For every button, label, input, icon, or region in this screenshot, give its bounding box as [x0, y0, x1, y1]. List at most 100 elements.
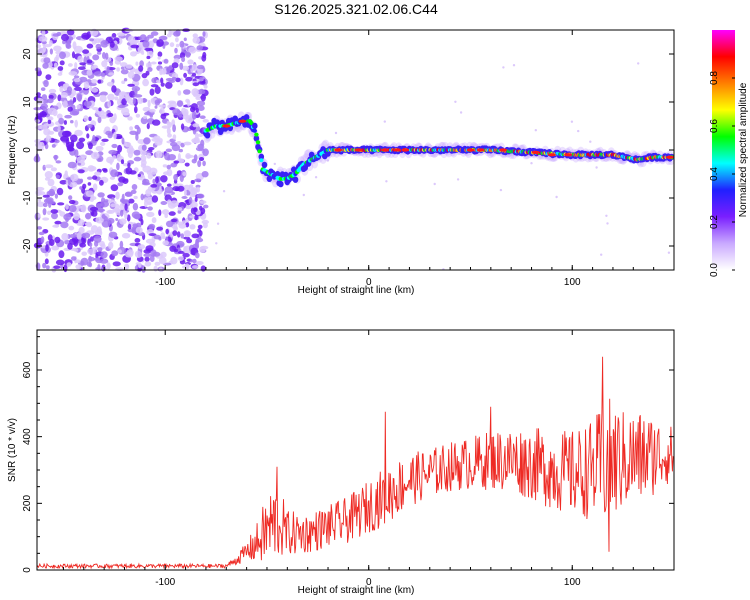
heatmap-speck — [512, 63, 516, 67]
heatmap-noise-cell — [138, 262, 142, 269]
heatmap-noise-cell — [160, 232, 165, 239]
snr-panel: -100 0 100 0 200 400 600 Height of straight li… — [7, 329, 675, 596]
ridge-peak-cell — [401, 148, 410, 152]
heatmap-noise-cell — [145, 189, 152, 197]
heatmap-noise-cell — [194, 241, 199, 248]
heatmap-noise-cell — [47, 119, 52, 124]
heatmap-noise-cell — [69, 110, 79, 116]
heatmap-noise-cell — [183, 188, 187, 197]
heatmap-noise-cell — [197, 143, 204, 150]
heatmap-noise-cell — [144, 261, 152, 267]
heatmap-noise-cell — [38, 231, 45, 236]
heatmap-noise-cell — [200, 265, 206, 272]
heatmap-noise-cell — [87, 142, 93, 150]
heatmap-noise-cell — [150, 184, 158, 188]
heatmap-xtick-label: 100 — [564, 277, 581, 288]
figure-title: S126.2025.321.02.06.C44 — [274, 1, 438, 17]
snr-xlabel: Height of straight line (km) — [298, 585, 415, 596]
heatmap-noise-cell — [85, 190, 94, 197]
heatmap-noise-cell — [134, 214, 141, 220]
heatmap-noise-cell — [122, 178, 129, 185]
heatmap-noise-cell — [109, 61, 114, 66]
heatmap-noise-cell — [56, 31, 62, 36]
heatmap-ytick-label: 0 — [22, 147, 33, 153]
heatmap-noise-cell — [106, 81, 115, 87]
heatmap-noise-cell — [48, 40, 53, 46]
heatmap-noise-cell — [91, 65, 97, 70]
heatmap-noise-cell — [53, 62, 58, 68]
heatmap-noise-cell — [195, 261, 204, 265]
ridge-outer-cell — [232, 115, 238, 122]
heatmap-noise-cell — [111, 250, 119, 257]
heatmap-noise-cell — [165, 228, 169, 235]
heatmap-noise-cell — [64, 170, 68, 177]
heatmap-noise-cell — [191, 72, 197, 77]
heatmap-noise-cell — [156, 226, 164, 231]
heatmap-noise-cell — [138, 65, 144, 72]
heatmap-noise-cell — [99, 94, 107, 103]
heatmap-noise-cell — [140, 150, 147, 156]
heatmap-noise-cell — [191, 111, 197, 120]
heatmap-noise-cell — [181, 56, 186, 62]
heatmap-noise-cell — [141, 144, 147, 151]
heatmap-noise-cell — [72, 97, 77, 103]
heatmap-noise-cell — [171, 144, 181, 152]
heatmap-noise-cell — [174, 47, 178, 54]
ridge-outer-cell — [243, 114, 250, 121]
heatmap-noise-cell — [168, 29, 172, 35]
heatmap-noise-cell — [47, 178, 55, 187]
heatmap-noise-cell — [69, 238, 78, 245]
heatmap-noise-cell — [107, 194, 116, 199]
heatmap-speck — [499, 188, 503, 192]
heatmap-noise-cell — [170, 256, 178, 265]
heatmap-noise-cell — [144, 47, 153, 52]
heatmap-noise-cell — [89, 206, 99, 212]
heatmap-speck — [502, 66, 505, 69]
heatmap-noise-cell — [57, 125, 61, 132]
heatmap-noise-cell — [166, 127, 171, 135]
heatmap-noise-cell — [192, 258, 197, 264]
heatmap-noise-cell — [175, 29, 181, 37]
heatmap-noise-cell — [194, 196, 198, 202]
heatmap-noise-cell — [189, 224, 196, 230]
heatmap-noise-cell — [142, 115, 148, 120]
heatmap-noise-cell — [196, 45, 203, 51]
heatmap-noise-cell — [98, 107, 102, 112]
heatmap-noise-cell — [80, 257, 89, 266]
heatmap-noise-cell — [66, 29, 75, 36]
heatmap-noise-cell — [134, 250, 143, 258]
heatmap-noise-cell — [202, 148, 209, 157]
heatmap-noise-cell — [90, 151, 100, 160]
heatmap-noise-cell — [104, 199, 109, 203]
heatmap-noise-cell — [50, 209, 59, 214]
ridge-peak-cell — [334, 148, 343, 152]
heatmap-noise-cell — [65, 203, 69, 210]
heatmap-noise-cell — [88, 116, 92, 122]
heatmap-noise-cell — [151, 195, 159, 203]
heatmap-noise-cell — [194, 178, 202, 183]
heatmap-noise-cell — [177, 221, 184, 226]
heatmap-noise-cell — [78, 226, 85, 234]
heatmap-noise-cell — [164, 152, 171, 161]
heatmap-noise-cell — [81, 32, 90, 40]
heatmap-noise-cell — [175, 43, 180, 48]
heatmap-noise-cell — [169, 42, 175, 48]
heatmap-noise-cell — [172, 230, 178, 237]
heatmap-noise-cell — [159, 107, 165, 115]
heatmap-noise-cell — [142, 106, 151, 112]
heatmap-noise-cell — [147, 201, 152, 206]
heatmap-noise-cell — [142, 40, 150, 48]
heatmap-noise-cell — [112, 155, 117, 160]
heatmap-noise-cell — [83, 115, 89, 122]
heatmap-noise-cell — [88, 255, 92, 263]
heatmap-noise-cell — [147, 99, 151, 108]
heatmap-noise-cell — [74, 119, 78, 128]
heatmap-noise-cell — [195, 132, 199, 139]
heatmap-noise-cell — [90, 236, 94, 242]
heatmap-noise-cell — [192, 140, 201, 144]
snr-xtick-label: 100 — [564, 577, 581, 588]
heatmap-noise-cell — [129, 130, 138, 135]
heatmap-noise-cell — [64, 239, 70, 245]
heatmap-speck — [454, 100, 457, 104]
heatmap-ylabel: Frequency (Hz) — [7, 116, 18, 185]
